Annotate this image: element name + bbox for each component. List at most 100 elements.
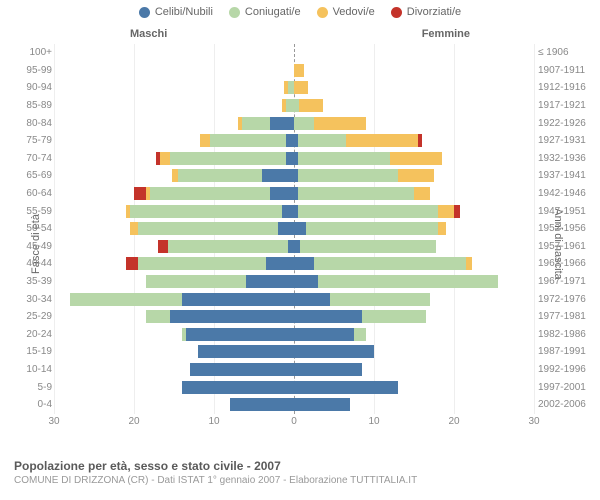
legend-swatch <box>391 7 402 18</box>
bar-male <box>54 134 294 147</box>
x-tick: 0 <box>291 416 297 427</box>
bar-male <box>54 328 294 341</box>
bar-segment <box>466 257 472 270</box>
pyramid-row: 35-391967-1971 <box>54 273 534 291</box>
bar-female <box>294 381 534 394</box>
bar-segment <box>306 222 438 235</box>
bar-male <box>54 398 294 411</box>
bar-segment <box>454 205 460 218</box>
legend-item: Vedovi/e <box>317 6 375 18</box>
legend-swatch <box>229 7 240 18</box>
bar-male <box>54 169 294 182</box>
age-label: 100+ <box>26 47 52 58</box>
footer-title: Popolazione per età, sesso e stato civil… <box>14 459 417 473</box>
birth-year-label: 1917-1921 <box>538 100 596 111</box>
bar-segment <box>146 310 170 323</box>
bar-male <box>54 381 294 394</box>
legend: Celibi/NubiliConiugati/eVedovi/eDivorzia… <box>0 0 600 22</box>
header-female: Femmine <box>422 28 470 40</box>
bar-segment <box>282 205 294 218</box>
bar-male <box>54 257 294 270</box>
bar-segment <box>294 381 398 394</box>
bar-segment <box>294 398 350 411</box>
bar-male <box>54 293 294 306</box>
birth-year-label: 1912-1916 <box>538 82 596 93</box>
age-label: 85-89 <box>26 100 52 111</box>
age-label: 30-34 <box>26 294 52 305</box>
header-male: Maschi <box>130 28 167 40</box>
bar-female <box>294 169 534 182</box>
bar-segment <box>182 293 294 306</box>
bar-female <box>294 117 534 130</box>
x-tick: 30 <box>528 416 539 427</box>
pyramid-row: 10-141992-1996 <box>54 361 534 379</box>
bar-segment <box>298 187 414 200</box>
birth-year-label: ≤ 1906 <box>538 47 596 58</box>
chart-area: Fasce di età Anni di nascita 100+≤ 19069… <box>0 44 600 444</box>
age-label: 15-19 <box>26 346 52 357</box>
bar-segment <box>294 310 362 323</box>
bar-segment <box>126 257 138 270</box>
bar-female <box>294 134 534 147</box>
bar-male <box>54 81 294 94</box>
bar-segment <box>168 240 288 253</box>
bar-segment <box>298 134 346 147</box>
pyramid-row: 85-891917-1921 <box>54 97 534 115</box>
x-tick: 20 <box>448 416 459 427</box>
birth-year-label: 1982-1986 <box>538 329 596 340</box>
birth-year-label: 1967-1971 <box>538 276 596 287</box>
chart-footer: Popolazione per età, sesso e stato civil… <box>14 459 417 486</box>
birth-year-label: 1937-1941 <box>538 170 596 181</box>
pyramid-row: 0-42002-2006 <box>54 396 534 414</box>
pyramid-row: 65-691937-1941 <box>54 167 534 185</box>
bar-segment <box>278 222 294 235</box>
bar-segment <box>438 222 446 235</box>
age-label: 20-24 <box>26 329 52 340</box>
bar-segment <box>294 328 354 341</box>
birth-year-label: 1947-1951 <box>538 206 596 217</box>
pyramid-row: 20-241982-1986 <box>54 326 534 344</box>
bar-segment <box>318 275 498 288</box>
bar-segment <box>158 240 168 253</box>
bar-female <box>294 257 534 270</box>
bar-segment <box>146 275 246 288</box>
x-tick: 20 <box>128 416 139 427</box>
birth-year-label: 1997-2001 <box>538 382 596 393</box>
bar-segment <box>418 134 422 147</box>
age-label: 5-9 <box>26 382 52 393</box>
bar-male <box>54 99 294 112</box>
birth-year-label: 2002-2006 <box>538 399 596 410</box>
bar-female <box>294 240 534 253</box>
age-label: 10-14 <box>26 364 52 375</box>
bar-female <box>294 99 534 112</box>
bar-segment <box>294 275 318 288</box>
age-label: 45-49 <box>26 241 52 252</box>
bar-segment <box>398 169 434 182</box>
age-label: 55-59 <box>26 206 52 217</box>
pyramid-row: 75-791927-1931 <box>54 132 534 150</box>
bar-segment <box>242 117 270 130</box>
bar-segment <box>414 187 430 200</box>
bar-segment <box>160 152 170 165</box>
bar-segment <box>286 152 294 165</box>
bar-female <box>294 187 534 200</box>
bar-segment <box>186 328 294 341</box>
pyramid-row: 30-341972-1976 <box>54 290 534 308</box>
bar-male <box>54 240 294 253</box>
bar-segment <box>286 99 294 112</box>
age-label: 70-74 <box>26 153 52 164</box>
bar-female <box>294 46 534 59</box>
x-tick: 30 <box>48 416 59 427</box>
bar-segment <box>270 187 294 200</box>
bar-female <box>294 64 534 77</box>
bar-segment <box>190 363 294 376</box>
birth-year-label: 1957-1961 <box>538 241 596 252</box>
pyramid-row: 5-91997-2001 <box>54 378 534 396</box>
pyramid-row: 95-991907-1911 <box>54 62 534 80</box>
legend-label: Vedovi/e <box>333 6 375 18</box>
plot: 100+≤ 190695-991907-191190-941912-191685… <box>54 44 534 424</box>
bar-segment <box>70 293 182 306</box>
bar-male <box>54 275 294 288</box>
birth-year-label: 1927-1931 <box>538 135 596 146</box>
legend-item: Coniugati/e <box>229 6 301 18</box>
